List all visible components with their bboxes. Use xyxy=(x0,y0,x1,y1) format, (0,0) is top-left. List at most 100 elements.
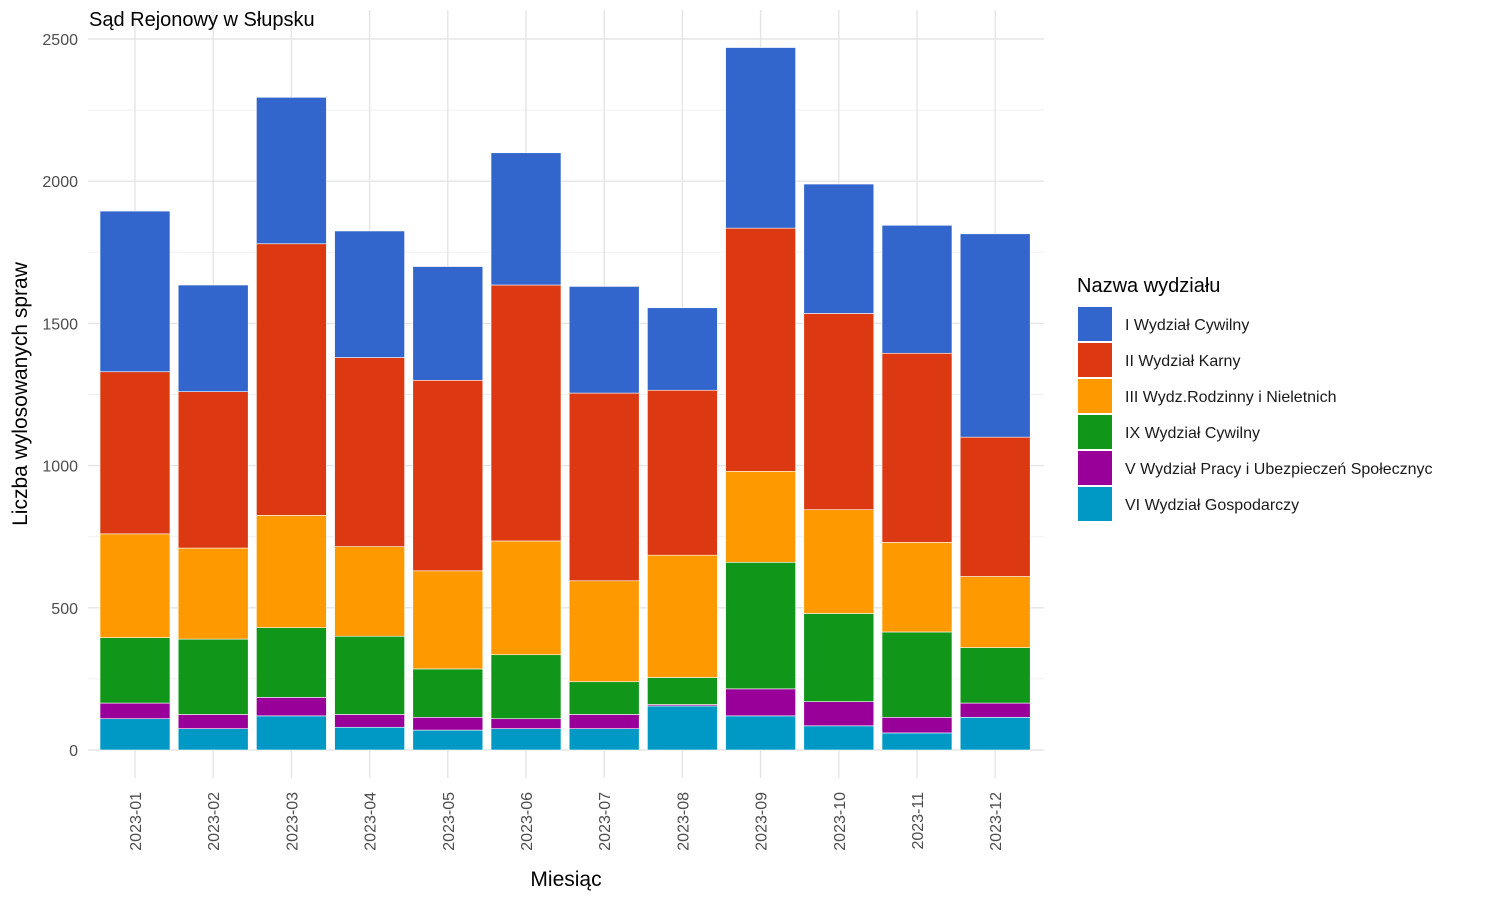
x-tick-label: 2023-02 xyxy=(206,792,223,851)
y-tick-label: 1500 xyxy=(42,316,78,333)
x-tick-label: 2023-09 xyxy=(754,792,771,851)
legend-swatch xyxy=(1078,487,1112,521)
bar-segment xyxy=(256,627,327,698)
x-tick-label: 2023-11 xyxy=(910,792,927,850)
bar-segment xyxy=(959,233,1031,438)
bar-segment xyxy=(99,718,171,751)
bar-segment xyxy=(725,715,796,751)
bar-segment xyxy=(177,638,249,715)
bar-segment xyxy=(99,702,171,720)
legend-label: IX Wydział Cywilny xyxy=(1125,425,1260,442)
legend-label: VI Wydział Gospodarczy xyxy=(1125,497,1299,514)
bar-segment xyxy=(725,227,796,472)
legend-label: II Wydział Karny xyxy=(1125,353,1240,370)
x-tick-label: 2023-08 xyxy=(675,792,692,851)
y-tick-label: 1000 xyxy=(42,459,78,476)
bar-segment xyxy=(490,284,562,542)
bar-segment xyxy=(177,714,249,729)
bar-segment xyxy=(568,392,640,582)
x-tick-label: 2023-01 xyxy=(128,792,145,851)
bar-segment xyxy=(412,379,484,572)
legend-swatch xyxy=(1078,307,1112,341)
bar-segment xyxy=(490,152,562,286)
bar-segment xyxy=(256,515,327,629)
legend-label: III Wydz.Rodzinny i Nieletnich xyxy=(1125,389,1337,406)
bar-segment xyxy=(99,533,171,638)
bar-segment xyxy=(881,224,953,354)
bar-segment xyxy=(334,357,405,547)
y-axis-title: Liczba wylosowanych spraw xyxy=(9,261,32,526)
legend-items: I Wydział Cywilny II Wydział Karny III Wyd… xyxy=(1078,307,1433,521)
bar-segment xyxy=(959,702,1031,718)
bar-segment xyxy=(490,540,562,656)
x-tick-label: 2023-12 xyxy=(988,792,1005,851)
bar-segment xyxy=(881,732,953,751)
bar-segment xyxy=(725,470,796,563)
bar-segment xyxy=(568,580,640,683)
bar-segment xyxy=(725,561,796,690)
bar-segment xyxy=(725,688,796,717)
bar-segment xyxy=(647,389,718,556)
x-tick-label: 2023-03 xyxy=(284,792,301,851)
bar-segment xyxy=(256,243,327,516)
bar-segment xyxy=(647,705,718,751)
bar-segment xyxy=(412,668,484,718)
bar-segment xyxy=(803,313,875,510)
x-tick-label: 2023-06 xyxy=(519,792,536,851)
x-tick-label: 2023-07 xyxy=(597,792,614,851)
bar-segment xyxy=(490,728,562,751)
bar-segment xyxy=(881,542,953,633)
bar-segment xyxy=(99,637,171,704)
bar-segment xyxy=(803,613,875,702)
bar-segment xyxy=(334,635,405,715)
bar-segment xyxy=(647,554,718,678)
bar-segment xyxy=(177,284,249,392)
bar-segment xyxy=(803,183,875,314)
legend-swatch xyxy=(1078,415,1112,449)
legend-swatch xyxy=(1078,379,1112,413)
y-tick-label: 500 xyxy=(51,601,78,618)
bar-segment xyxy=(334,714,405,728)
bar-segment xyxy=(256,697,327,717)
x-axis-title: Miesiąc xyxy=(530,868,601,891)
bar-segment xyxy=(334,230,405,358)
bar-segment xyxy=(881,352,953,543)
bar-segment xyxy=(568,728,640,751)
x-tick-label: 2023-05 xyxy=(441,792,458,851)
y-tick-label: 0 xyxy=(69,743,78,760)
y-axis-ticks: 0 500 1000 1500 2000 2500 xyxy=(42,32,78,760)
x-axis-ticks: 2023-01 2023-02 2023-03 2023-04 2023-05 2023-… xyxy=(128,792,1005,851)
bar-segment xyxy=(647,307,718,391)
bar-segment xyxy=(177,547,249,640)
bar-segment xyxy=(568,286,640,394)
y-tick-label: 2000 xyxy=(42,174,78,191)
y-tick-label: 2500 xyxy=(42,32,78,49)
bar-segment xyxy=(959,576,1031,648)
bar-segment xyxy=(881,631,953,718)
bar-segment xyxy=(334,546,405,637)
bar-segment xyxy=(803,725,875,751)
bar-segment xyxy=(412,716,484,731)
x-tick-label: 2023-04 xyxy=(363,792,380,851)
bar-segment xyxy=(881,716,953,734)
legend: Nazwa wydziału I Wydział Cywilny II Wydzi… xyxy=(1077,275,1433,521)
bar-segment xyxy=(490,718,562,729)
bar-segment xyxy=(568,714,640,729)
bar-segment xyxy=(99,210,171,373)
bar-segment xyxy=(412,729,484,751)
bar-segment xyxy=(412,266,484,381)
bar-segment xyxy=(177,728,249,751)
bar-segment xyxy=(959,647,1031,704)
bar-segment xyxy=(803,509,875,614)
bar-segment xyxy=(99,371,171,535)
bar-segment xyxy=(568,681,640,715)
bar-segment xyxy=(334,726,405,751)
bar-segment xyxy=(647,677,718,705)
bar-segment xyxy=(256,715,327,751)
legend-title: Nazwa wydziału xyxy=(1077,275,1220,297)
bars xyxy=(99,47,1031,751)
legend-swatch xyxy=(1078,451,1112,485)
bar-segment xyxy=(959,436,1031,577)
